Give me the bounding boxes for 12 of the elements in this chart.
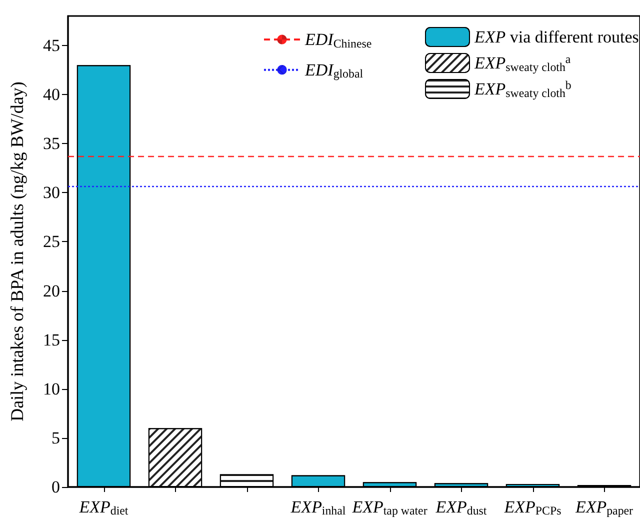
- y-tick-label: 45: [43, 36, 60, 55]
- y-tick-label: 15: [43, 330, 60, 350]
- y-tick-label: 20: [43, 281, 60, 300]
- legend-label: EXP via different routes: [474, 28, 639, 46]
- y-tick-label: 40: [43, 85, 60, 104]
- y-tick-label: 10: [43, 379, 60, 398]
- y-axis-title: Daily intakes of BPA in adults (ng/kg BW/day): [7, 82, 27, 422]
- y-tick-label: 5: [52, 428, 60, 448]
- y-tick-label: 35: [43, 134, 60, 154]
- y-tick-label: 25: [43, 232, 60, 252]
- y-tick-label: 30: [43, 183, 60, 202]
- y-tick-label: 0: [52, 478, 60, 496]
